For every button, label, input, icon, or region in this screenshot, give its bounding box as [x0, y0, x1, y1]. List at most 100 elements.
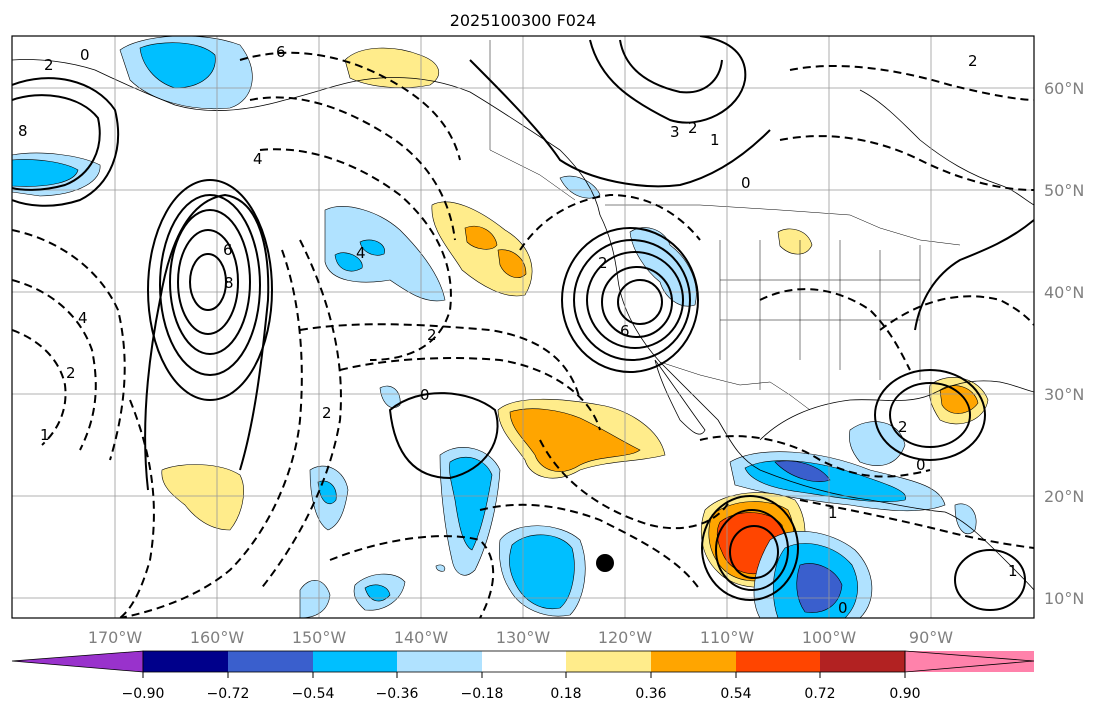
contour-line: [169, 209, 251, 355]
contour-label: 2: [66, 364, 76, 382]
contour-line: [573, 239, 691, 361]
colorbar-segment: [482, 651, 566, 672]
baja-peninsula: [654, 359, 706, 435]
negative-region: [12, 159, 79, 187]
colorbar-tick-label: −0.54: [292, 686, 335, 702]
colorbar-segment: [651, 651, 736, 672]
contour-line: [914, 219, 1034, 331]
contour-line: [539, 439, 731, 530]
contour-label: 0: [80, 46, 90, 64]
contour-line: [259, 239, 342, 591]
negative-region: [324, 206, 446, 302]
lon-label: 90°W: [909, 628, 953, 647]
contour-label: 6: [276, 43, 286, 61]
lon-label: 100°W: [802, 628, 857, 647]
contour-line: [12, 229, 126, 461]
colorbar-tick-label: 0.90: [889, 686, 920, 702]
lat-label: 30°N: [1044, 385, 1084, 404]
negative-region: [299, 580, 331, 618]
contour-line: [259, 148, 452, 361]
contour-label: 6: [620, 322, 630, 340]
contour-line: [879, 295, 1034, 331]
contour-line: [729, 525, 779, 579]
contour-line: [586, 251, 684, 349]
contour-label: 2: [44, 56, 54, 74]
colorbar-segment: [820, 651, 905, 672]
contour-label: 1: [828, 504, 838, 522]
contour-label: 4: [78, 309, 88, 327]
lat-label: 20°N: [1044, 487, 1084, 506]
contour-label: 1: [1008, 562, 1018, 580]
contour-label: 0: [916, 456, 926, 474]
contour-line: [388, 392, 499, 480]
negative-region: [317, 480, 337, 504]
contour-line: [147, 179, 273, 401]
lon-label: 140°W: [394, 628, 449, 647]
gulf-coastline: [759, 380, 1034, 441]
contour-label: 0: [838, 599, 848, 617]
location-marker: [596, 554, 614, 572]
negative-region: [559, 175, 601, 199]
contour-label: 0: [420, 386, 430, 404]
north-american-coastline: [599, 214, 1034, 591]
contour-line: [159, 194, 261, 376]
negative-region: [449, 456, 493, 551]
contour-label: 2: [898, 418, 908, 436]
solid-contours: [12, 36, 1034, 611]
lat-label: 40°N: [1044, 283, 1084, 302]
colorbar-tick-label: −0.72: [207, 686, 250, 702]
contour-line: [469, 59, 771, 188]
contour-label: 1: [710, 131, 720, 149]
contour-line: [519, 193, 701, 251]
contour-line: [177, 229, 239, 335]
colorbar: −0.90 −0.72 −0.54 −0.36 −0.18 0.18 0.36 …: [11, 650, 1035, 702]
contour-layer: [12, 36, 1034, 618]
colorbar-segment: [228, 651, 313, 672]
lat-label: 10°N: [1044, 589, 1084, 608]
negative-region: [334, 252, 363, 272]
negative-region: [435, 564, 446, 572]
map-title: 2025100300 F024: [450, 11, 597, 30]
colorbar-low-extension: [11, 650, 144, 673]
map-area: 6 4 2 0 2 4 6 8 2 0 2 3 2 0 1 0 1 2 1 0 …: [12, 36, 1034, 618]
contour-label: 8: [18, 122, 28, 140]
contour-label: 8: [224, 274, 234, 292]
contour-line: [119, 399, 155, 618]
colorbar-tick-label: 0.36: [635, 686, 666, 702]
positive-region: [344, 47, 439, 88]
colorbar-segment: [566, 651, 651, 672]
contour-line: [479, 503, 701, 591]
lat-label: 60°N: [1044, 79, 1084, 98]
contour-line: [249, 96, 456, 241]
contour-label: 2: [322, 404, 332, 422]
negative-region: [359, 239, 385, 256]
lon-label: 130°W: [496, 628, 551, 647]
border-layer: [489, 40, 961, 411]
contour-line: [699, 435, 931, 478]
negative-region: [509, 534, 575, 610]
contour-line: [889, 382, 971, 448]
negative-region: [849, 421, 906, 466]
contour-label: 1: [40, 426, 50, 444]
us-mexico-border: [659, 361, 811, 411]
positive-region: [464, 225, 498, 250]
contour-line: [617, 279, 663, 325]
map-frame: [11, 35, 1035, 619]
contour-line: [189, 253, 227, 311]
contour-line: [299, 323, 581, 401]
contour-line: [779, 135, 1034, 191]
contour-line: [874, 369, 986, 461]
contour-line: [239, 51, 461, 161]
contour-line: [561, 227, 699, 373]
contour-line: [701, 495, 799, 601]
lon-label: 170°W: [88, 628, 143, 647]
colorbar-tick-label: 0.18: [550, 686, 581, 702]
longitude-labels: 170°W 160°W 150°W 140°W 130°W 120°W 110°…: [88, 628, 953, 647]
negative-region: [774, 460, 831, 482]
colorbar-segment: [736, 651, 820, 672]
contour-line: [329, 535, 495, 618]
colorbar-tick-label: 0.72: [804, 686, 835, 702]
colorbar-segment: [397, 651, 482, 672]
